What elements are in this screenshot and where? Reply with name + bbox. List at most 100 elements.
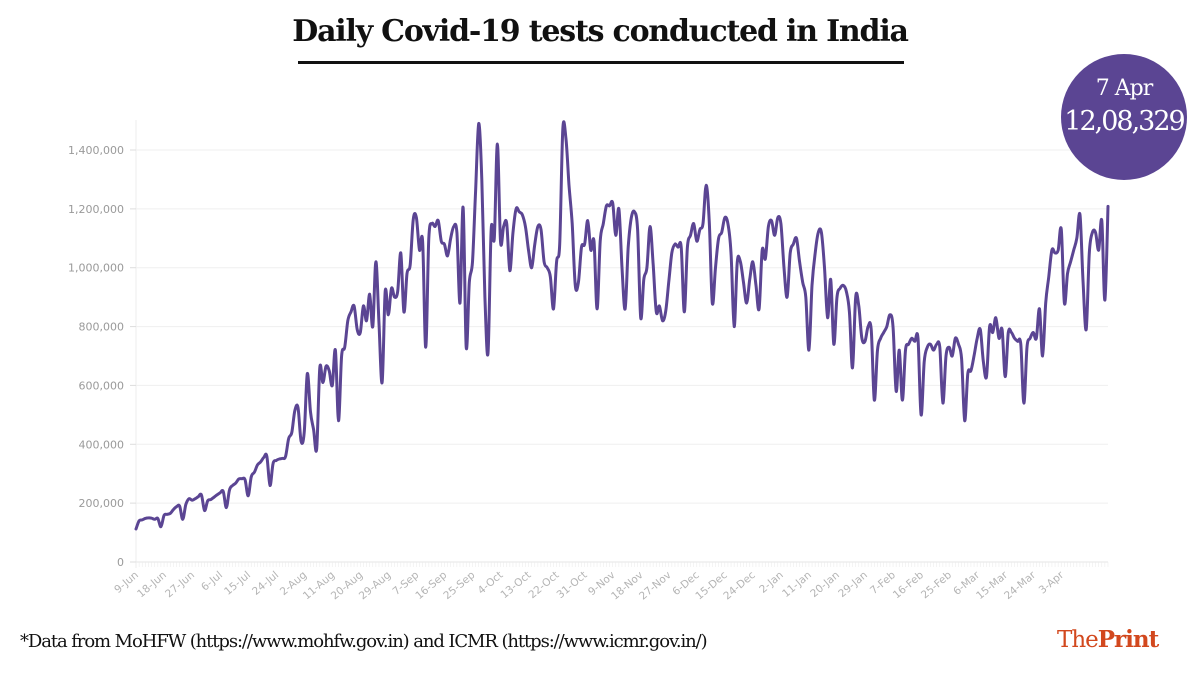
data-point <box>1079 213 1082 216</box>
data-point <box>216 493 219 496</box>
data-point <box>303 431 306 434</box>
data-point <box>474 190 477 193</box>
data-point <box>994 316 997 319</box>
data-point <box>742 281 745 284</box>
data-point <box>945 355 948 358</box>
data-point <box>1010 331 1013 334</box>
data-point <box>608 204 611 207</box>
x-tick-label: 24-Dec <box>721 569 758 602</box>
data-point <box>568 184 571 187</box>
data-point <box>832 343 835 346</box>
data-point <box>864 340 867 343</box>
data-point <box>583 243 586 246</box>
data-point <box>1001 328 1004 331</box>
data-point <box>733 325 736 328</box>
data-point <box>639 316 642 319</box>
data-point <box>988 325 991 328</box>
data-point <box>163 514 166 517</box>
data-point <box>1060 228 1063 231</box>
data-point <box>929 343 932 346</box>
data-point <box>530 266 533 269</box>
data-point <box>645 266 648 269</box>
data-point <box>512 231 515 234</box>
data-point <box>368 293 371 296</box>
x-tick-label: 16-Feb <box>891 569 926 601</box>
data-point <box>966 372 969 375</box>
x-tick-label: 6-Jul <box>199 569 225 593</box>
data-point <box>390 287 393 290</box>
data-point <box>820 231 823 234</box>
data-point <box>1107 205 1110 208</box>
data-point <box>549 275 552 278</box>
data-point <box>350 310 353 313</box>
data-point <box>789 252 792 255</box>
data-point <box>627 246 630 249</box>
data-point <box>340 355 343 358</box>
data-point <box>577 281 580 284</box>
data-point <box>867 325 870 328</box>
chart-title: Daily Covid-19 tests conducted in India <box>292 14 909 49</box>
data-point <box>776 216 779 219</box>
data-point <box>406 272 409 275</box>
data-point <box>851 366 854 369</box>
data-point <box>437 219 440 222</box>
y-tick-label: 0 <box>117 556 124 569</box>
data-point <box>683 310 686 313</box>
data-point <box>636 228 639 231</box>
y-tick-label: 1,000,000 <box>68 262 124 275</box>
data-point <box>617 207 620 210</box>
data-point <box>998 337 1001 340</box>
data-point <box>605 204 608 207</box>
data-point <box>985 375 988 378</box>
data-point <box>708 219 711 222</box>
data-point <box>745 302 748 305</box>
data-point <box>941 402 944 405</box>
data-point <box>247 494 250 497</box>
data-point <box>857 305 860 308</box>
data-point <box>1057 249 1060 252</box>
data-point <box>711 302 714 305</box>
data-point <box>621 266 624 269</box>
data-point <box>424 346 427 349</box>
data-point <box>901 399 904 402</box>
data-point <box>331 384 334 387</box>
data-point <box>378 322 381 325</box>
data-point <box>599 240 602 243</box>
data-point <box>873 399 876 402</box>
data-point <box>480 178 483 181</box>
data-point <box>804 296 807 299</box>
data-point <box>736 260 739 263</box>
data-point <box>505 222 508 225</box>
data-point <box>1044 302 1047 305</box>
data-point <box>758 307 761 310</box>
data-point <box>885 325 888 328</box>
data-point <box>614 234 617 237</box>
data-point <box>418 249 421 252</box>
data-point <box>200 493 203 496</box>
y-tick-label: 200,000 <box>79 497 125 510</box>
data-point <box>521 213 524 216</box>
data-point <box>1100 219 1103 222</box>
data-point <box>150 517 153 520</box>
x-tick-label: 25-Feb <box>919 569 954 601</box>
data-point <box>586 219 589 222</box>
data-point <box>1075 237 1078 240</box>
x-tick-label: 18-Jun <box>135 569 169 600</box>
data-point <box>452 225 455 228</box>
data-point <box>951 355 954 358</box>
data-point <box>692 222 695 225</box>
data-point <box>188 497 191 500</box>
data-point <box>244 478 247 481</box>
data-point <box>817 231 820 234</box>
data-point <box>593 240 596 243</box>
data-point <box>477 122 480 125</box>
data-point <box>487 352 490 355</box>
data-point <box>262 456 265 459</box>
data-point <box>973 355 976 358</box>
data-point <box>574 284 577 287</box>
data-point <box>624 307 627 310</box>
x-tick-label: 15-Jul <box>222 569 253 598</box>
data-point <box>792 243 795 246</box>
x-tick-label: 25-Sep <box>441 569 477 602</box>
data-point <box>546 266 549 269</box>
